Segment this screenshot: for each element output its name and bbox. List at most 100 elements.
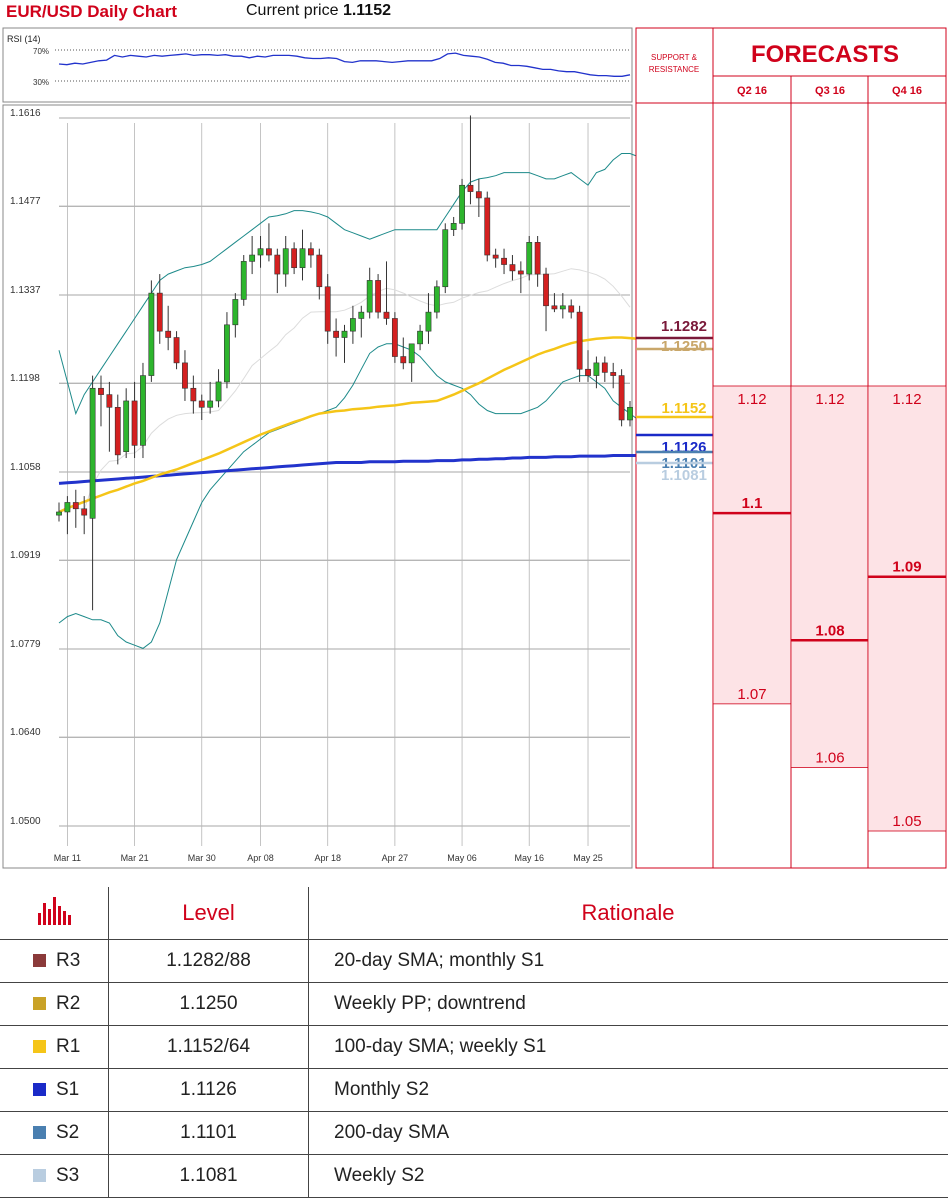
sr-column bbox=[635, 102, 714, 869]
candle bbox=[266, 223, 272, 262]
candle bbox=[299, 229, 306, 281]
candle bbox=[509, 255, 516, 281]
forecast-mid-label: 1.09 bbox=[892, 559, 921, 576]
candle bbox=[442, 223, 449, 294]
candle-body bbox=[333, 330, 340, 338]
candle bbox=[56, 502, 62, 522]
candle-body bbox=[375, 280, 381, 313]
candle-body bbox=[165, 330, 172, 338]
candle bbox=[257, 236, 264, 268]
candle-body bbox=[585, 368, 591, 376]
rationale-column-header: Rationale bbox=[308, 887, 948, 940]
date-tick-label: May 25 bbox=[573, 853, 603, 863]
forecast-quarter-label: Q3 16 bbox=[815, 85, 845, 97]
candle bbox=[249, 236, 256, 275]
candle-body bbox=[123, 400, 130, 452]
candle bbox=[64, 496, 71, 535]
candle bbox=[308, 242, 314, 268]
candle bbox=[484, 191, 491, 262]
forecast-range-band bbox=[712, 385, 792, 705]
candle-body bbox=[425, 311, 432, 332]
candle bbox=[81, 496, 88, 535]
level-color-swatch bbox=[33, 954, 46, 968]
candle-body bbox=[98, 387, 104, 395]
levels-table-header: Level Rationale bbox=[0, 887, 948, 940]
current-price: Current price 1.1152 bbox=[246, 2, 391, 20]
candle bbox=[417, 324, 423, 351]
candle bbox=[140, 362, 146, 459]
candle-body bbox=[601, 362, 608, 373]
level-color-swatch bbox=[33, 1083, 46, 1097]
candle bbox=[106, 381, 113, 452]
price-panel bbox=[2, 104, 633, 869]
candle bbox=[534, 236, 541, 287]
forecast-quarter-label: Q2 16 bbox=[737, 85, 767, 97]
candle-body bbox=[341, 330, 348, 338]
candle bbox=[190, 375, 197, 414]
sma100-line bbox=[58, 336, 664, 514]
candle bbox=[627, 400, 633, 427]
date-tick-label: Mar 30 bbox=[188, 853, 216, 863]
candle bbox=[182, 350, 188, 401]
candle bbox=[131, 381, 138, 459]
date-axis-labels: Mar 11 Mar 21 Mar 30 Apr 08 Apr 18 Apr 27 May … bbox=[54, 853, 603, 863]
forecast-range-band bbox=[790, 385, 870, 768]
candle bbox=[433, 280, 440, 319]
level-value-cell: 1.1152/64 bbox=[108, 1025, 309, 1069]
level-name: R1 bbox=[56, 1035, 81, 1057]
candle-body bbox=[64, 502, 71, 513]
candle bbox=[282, 236, 289, 287]
candle-body bbox=[534, 242, 541, 275]
sma20-line bbox=[58, 268, 631, 513]
candle bbox=[408, 343, 415, 382]
candle bbox=[391, 312, 398, 363]
candle bbox=[173, 331, 180, 370]
candle bbox=[501, 248, 507, 275]
candle bbox=[610, 362, 617, 389]
forecast-quarter-header bbox=[867, 75, 947, 104]
candle bbox=[375, 274, 381, 319]
candle bbox=[349, 305, 356, 344]
date-tick-label: May 06 bbox=[447, 853, 477, 863]
candle-body bbox=[56, 511, 62, 516]
bar-chart-icon bbox=[0, 887, 109, 940]
candle-body bbox=[274, 254, 281, 275]
candle bbox=[526, 236, 533, 281]
candle bbox=[224, 312, 230, 389]
level-value-cell: 1.1081 bbox=[108, 1154, 309, 1198]
rsi-line bbox=[58, 52, 631, 77]
candle-body bbox=[140, 375, 146, 446]
candle-body bbox=[198, 400, 205, 408]
forecast-low-label: 1.06 bbox=[815, 749, 844, 766]
price-tick-label: 1.1616 bbox=[10, 108, 41, 119]
candle-body bbox=[173, 337, 180, 364]
levels-table-row: R1 1.1152/64 100-day SMA; weekly S1 bbox=[0, 1025, 948, 1069]
candle-body bbox=[509, 264, 516, 272]
sr-level-label: 1.1282 bbox=[661, 318, 707, 335]
forecast-high-label: 1.12 bbox=[892, 391, 921, 408]
candle bbox=[425, 293, 432, 344]
level-name: S1 bbox=[56, 1078, 80, 1100]
candle bbox=[207, 381, 214, 414]
candle-body bbox=[316, 254, 323, 288]
forecast-quarter-label: Q4 16 bbox=[892, 85, 922, 97]
forecast-range-band bbox=[867, 385, 947, 832]
candle bbox=[517, 261, 524, 294]
candle-body bbox=[207, 400, 214, 408]
rationale-cell: Monthly S2 bbox=[308, 1068, 948, 1112]
candle bbox=[165, 305, 172, 351]
candle-body bbox=[131, 400, 138, 446]
level-color-swatch bbox=[33, 1040, 46, 1054]
level-name-cell: S1 bbox=[0, 1068, 109, 1112]
candle-body bbox=[324, 286, 331, 332]
candle-body bbox=[618, 375, 625, 421]
forecast-quarter-header bbox=[712, 75, 792, 104]
forecast-mid-label: 1.1 bbox=[742, 495, 763, 512]
forecast-high-label: 1.12 bbox=[815, 391, 844, 408]
sr-header-box bbox=[635, 27, 714, 104]
candlesticks bbox=[56, 115, 633, 611]
candle-body bbox=[106, 394, 113, 408]
candle bbox=[450, 216, 457, 236]
candle-body bbox=[559, 305, 566, 310]
